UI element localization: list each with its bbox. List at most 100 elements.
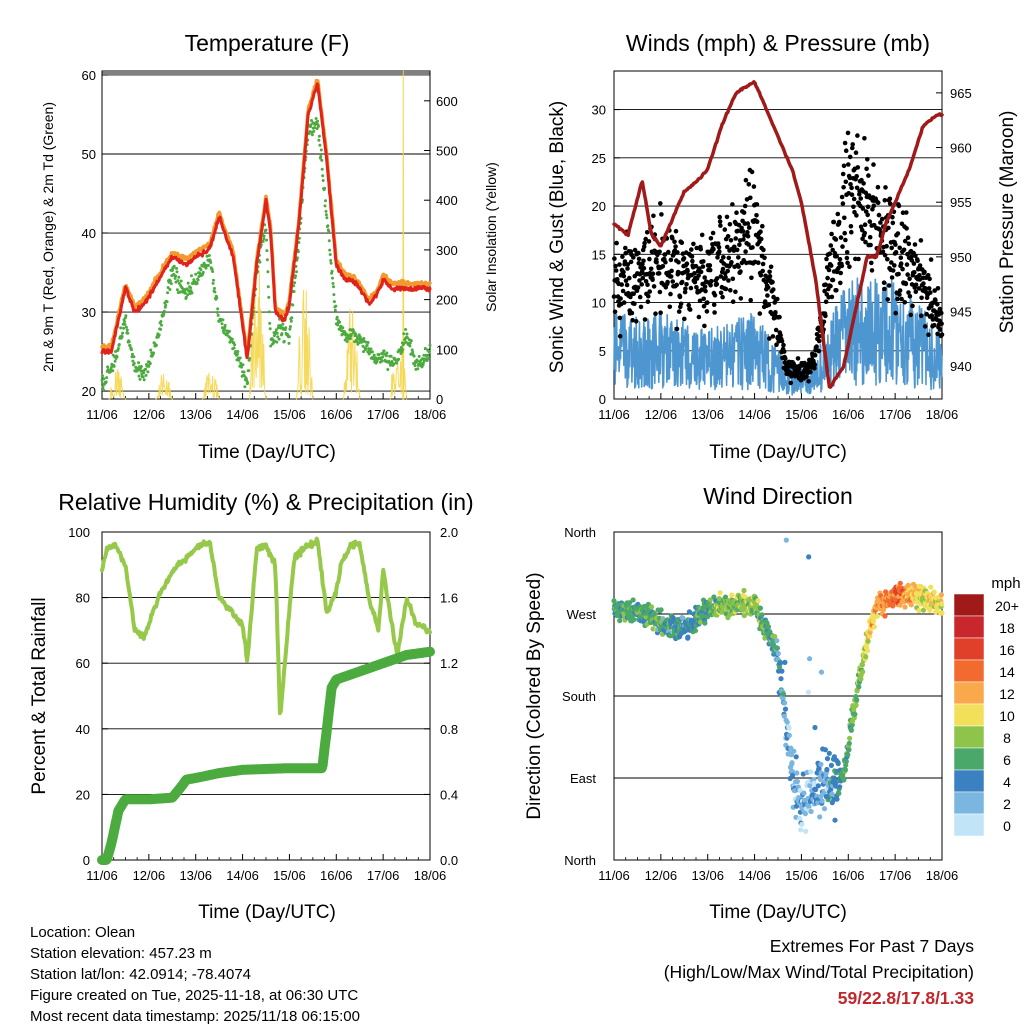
gust-point (781, 349, 787, 354)
gust-point (730, 202, 735, 207)
gust-point (627, 275, 632, 281)
direction-point (916, 608, 922, 614)
gust-point (829, 294, 835, 300)
gust-point (910, 303, 915, 309)
gust-point (669, 268, 674, 274)
dewpoint-point (177, 275, 181, 279)
gust-point (675, 250, 680, 255)
direction-point (658, 607, 664, 613)
gust-point (676, 270, 682, 275)
dewpoint-point (131, 352, 134, 356)
direction-point (790, 772, 796, 779)
direction-point (798, 827, 804, 833)
gust-point (642, 317, 648, 322)
gust-point (845, 130, 851, 136)
direction-point (793, 814, 799, 820)
dewpoint-point (108, 370, 112, 374)
gust-point (919, 295, 924, 301)
direction-point (807, 656, 813, 662)
direction-point (845, 752, 851, 758)
gust-point (903, 281, 909, 287)
gust-point (742, 203, 748, 209)
gust-point (702, 323, 707, 329)
y-tick-label: 5 (599, 344, 606, 359)
gust-point (882, 253, 888, 258)
dewpoint-point (179, 279, 183, 283)
gust-point (651, 284, 657, 289)
direction-point (864, 648, 871, 654)
gust-point (825, 275, 830, 281)
dewpoint-point (247, 369, 251, 373)
legend-swatch (953, 747, 985, 771)
gust-point (902, 300, 908, 305)
dewpoint-point (428, 349, 431, 353)
dewpoint-point (266, 270, 270, 274)
gust-point (741, 210, 747, 215)
gust-point (718, 274, 724, 279)
gust-point (828, 263, 834, 268)
dewpoint-point (319, 148, 323, 152)
direction-point (784, 719, 790, 725)
dewpoint-point (324, 213, 328, 217)
dewpoint-point (416, 367, 420, 371)
temperature-y2label: Solar Insolation (Yellow) (483, 162, 499, 312)
gust-point (725, 244, 730, 250)
dewpoint-point (370, 350, 374, 354)
direction-point (818, 761, 824, 768)
direction-point (617, 618, 623, 624)
gust-point (858, 196, 863, 201)
y-tick-label: 0 (83, 853, 90, 868)
direction-point (846, 740, 852, 746)
direction-point (856, 684, 862, 690)
x-tick-label: 12/06 (133, 407, 166, 422)
y-tick-label: 0 (599, 392, 606, 407)
gust-point (901, 247, 907, 253)
dewpoint-point (315, 127, 319, 131)
dewpoint-point (427, 356, 431, 360)
dewpoint-point (392, 362, 395, 366)
y2-tick-label: 400 (436, 193, 458, 208)
gust-point (659, 212, 664, 217)
y-tick-label: 20 (592, 199, 606, 214)
direction-point (834, 796, 840, 802)
gust-point (840, 171, 846, 177)
gust-point (717, 249, 722, 254)
gust-point (917, 263, 923, 268)
gust-point (717, 219, 723, 224)
temperature-title: Temperature (F) (185, 30, 350, 56)
gust-point (879, 216, 885, 222)
dewpoint-point (211, 270, 215, 273)
direction-point (799, 821, 805, 827)
gust-point (937, 327, 943, 332)
gust-point (637, 294, 643, 300)
gust-point (925, 273, 931, 278)
legend-swatch (953, 659, 985, 683)
dewpoint-point (112, 364, 116, 368)
legend-label: 4 (1003, 774, 1011, 790)
gust-point (847, 154, 853, 160)
direction-point (779, 668, 785, 674)
dewpoint-point (326, 224, 330, 228)
gust-point (779, 338, 785, 344)
gust-point (826, 267, 832, 273)
dewpoint-point (333, 308, 337, 312)
gust-point (864, 166, 869, 172)
y-tick-label: North (564, 853, 596, 868)
direction-point (812, 724, 818, 731)
dewpoint-point (123, 320, 126, 324)
legend-swatch (953, 769, 985, 793)
gust-point (648, 266, 654, 272)
dewpoint-point (275, 340, 279, 344)
dewpoint-point (102, 377, 106, 381)
gust-point (686, 302, 691, 308)
direction-point (821, 806, 828, 812)
gust-point (892, 263, 897, 268)
gust-point (853, 256, 858, 262)
dewpoint-point (199, 268, 203, 272)
gust-point (898, 255, 904, 260)
gust-point (754, 202, 760, 207)
gust-point (869, 260, 874, 266)
gust-point (745, 221, 751, 226)
direction-point (817, 814, 823, 820)
dewpoint-point (287, 341, 291, 345)
